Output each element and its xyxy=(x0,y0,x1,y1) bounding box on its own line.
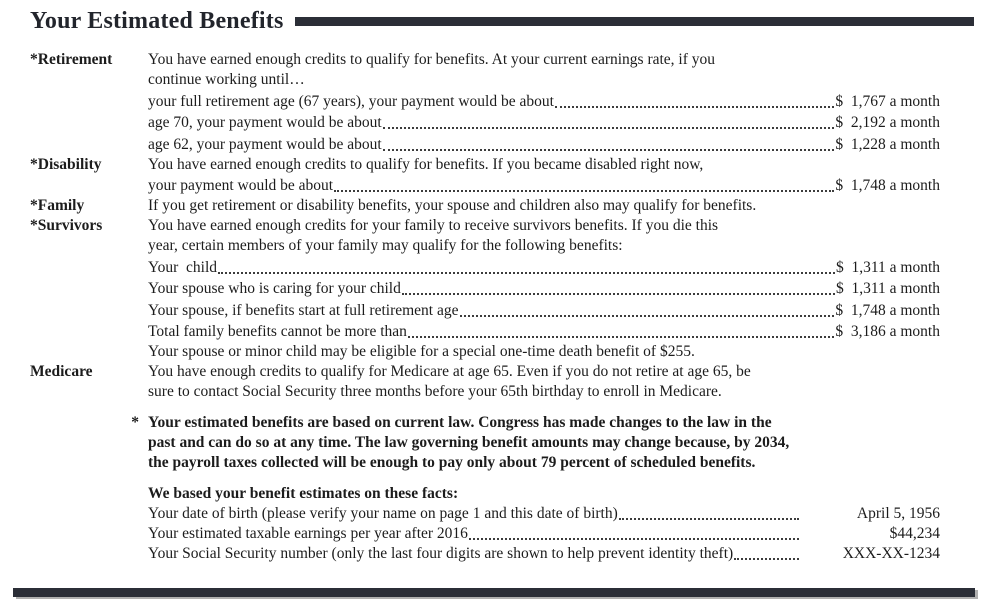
benefit-row: age 62, your payment would be about $ 1,… xyxy=(30,135,940,155)
leader-dots xyxy=(459,314,835,317)
row-text: Your spouse, if benefits start at full r… xyxy=(148,301,459,319)
page-title: Your Estimated Benefits xyxy=(30,8,284,34)
leader-dots xyxy=(468,538,799,540)
footer-rule xyxy=(13,588,975,597)
section-label-family: *Family xyxy=(30,197,85,214)
fact-row: Your Social Security number (only the la… xyxy=(30,544,940,564)
row-text: age 70, your payment would be about xyxy=(148,114,382,131)
section-label-retirement: *Retirement xyxy=(30,51,113,68)
leader-dots xyxy=(334,190,835,192)
benefit-amount: $ 1,311 a month xyxy=(835,280,940,297)
section-label-disability: *Disability xyxy=(30,155,102,173)
fact-text: Your date of birth (please verify your n… xyxy=(148,505,618,522)
row-text: Your child xyxy=(148,258,218,276)
row-text: age 62, your payment would be about xyxy=(148,135,382,153)
section-label-survivors: *Survivors xyxy=(30,217,103,234)
benefit-row: Your spouse or minor child may be eligib… xyxy=(30,342,940,362)
footnote-line: past and can do so at any time. The law … xyxy=(148,434,790,451)
benefit-row: your full retirement age (67 years), you… xyxy=(30,92,940,112)
benefits-content: *Retirement You have earned enough credi… xyxy=(0,35,990,564)
section-label-medicare: Medicare xyxy=(30,363,93,380)
row-text: sure to contact Social Security three mo… xyxy=(148,383,722,400)
leader-dots xyxy=(401,293,835,295)
fact-value: XXX-XX-1234 xyxy=(842,545,940,562)
footnote: * Your estimated benefits are based on c… xyxy=(30,413,940,473)
row-text: You have earned enough credits to qualif… xyxy=(148,51,716,68)
benefit-row: Total family benefits cannot be more tha… xyxy=(30,322,940,342)
facts-heading: We based your benefit estimates on these… xyxy=(148,485,459,502)
benefit-row: *Family If you get retirement or disabil… xyxy=(30,196,940,216)
benefit-row: continue working until… xyxy=(30,70,940,90)
row-text: You have enough credits to qualify for M… xyxy=(148,363,751,380)
benefit-row: sure to contact Social Security three mo… xyxy=(30,382,940,402)
benefit-row: *Survivors You have earned enough credit… xyxy=(30,216,940,236)
benefit-amount: $ 2,192 a month xyxy=(835,114,940,131)
benefit-row: year, certain members of your family may… xyxy=(30,236,940,256)
row-text: your full retirement age (67 years), you… xyxy=(148,92,554,110)
benefit-row: Your spouse who is caring for your child… xyxy=(30,279,940,299)
row-text: your payment would be about xyxy=(148,177,334,194)
footnote-line: Your estimated benefits are based on cur… xyxy=(148,414,772,431)
benefit-row: your payment would be about $ 1,748 a mo… xyxy=(30,176,940,196)
benefit-amount: $ 1,748 a month xyxy=(835,177,940,194)
fact-value: April 5, 1956 xyxy=(856,505,940,522)
section-header: Your Estimated Benefits xyxy=(0,0,990,35)
fact-row: Your date of birth (please verify your n… xyxy=(30,504,940,524)
benefit-row: age 70, your payment would be about $ 2,… xyxy=(30,113,940,133)
footnote-text: Your estimated benefits are based on cur… xyxy=(148,413,940,473)
leader-dots xyxy=(407,336,835,338)
leader-dots xyxy=(734,558,799,560)
fact-row: Your estimated taxable earnings per year… xyxy=(30,524,940,544)
row-text: continue working until… xyxy=(148,71,305,88)
leader-dots xyxy=(382,148,835,151)
row-text: You have earned enough credits for your … xyxy=(148,217,719,234)
benefit-amount: $ 3,186 a month xyxy=(835,323,940,340)
benefit-amount: $ 1,767 a month xyxy=(835,92,940,110)
facts-heading-row: We based your benefit estimates on these… xyxy=(30,484,940,504)
row-text: Your spouse who is caring for your child xyxy=(148,280,401,297)
leader-dots xyxy=(382,127,835,129)
row-text: Total family benefits cannot be more tha… xyxy=(148,323,407,340)
benefit-amount: $ 1,748 a month xyxy=(835,301,940,319)
fact-value: $44,234 xyxy=(889,525,940,542)
row-text: If you get retirement or disability bene… xyxy=(148,197,757,214)
row-text: Your spouse or minor child may be eligib… xyxy=(148,343,695,360)
benefit-amount: $ 1,311 a month xyxy=(835,258,940,276)
footnote-line: the payroll taxes collected will be enou… xyxy=(148,454,756,471)
row-text: year, certain members of your family may… xyxy=(148,237,623,254)
footnote-asterisk: * xyxy=(131,414,139,431)
row-text: You have earned enough credits to qualif… xyxy=(148,155,704,173)
benefit-row: *Disability You have earned enough credi… xyxy=(30,155,940,175)
leader-dots xyxy=(218,271,835,274)
benefit-row: Your child $ 1,311 a month xyxy=(30,258,940,278)
fact-text: Your estimated taxable earnings per year… xyxy=(148,525,468,542)
benefit-row: *Retirement You have earned enough credi… xyxy=(30,50,940,70)
leader-dots xyxy=(554,105,835,108)
benefit-row: Medicare You have enough credits to qual… xyxy=(30,362,940,382)
fact-text: Your Social Security number (only the la… xyxy=(148,545,734,562)
header-rule xyxy=(295,17,974,26)
benefit-amount: $ 1,228 a month xyxy=(835,135,940,153)
leader-dots xyxy=(618,518,799,520)
benefit-row: Your spouse, if benefits start at full r… xyxy=(30,301,940,321)
